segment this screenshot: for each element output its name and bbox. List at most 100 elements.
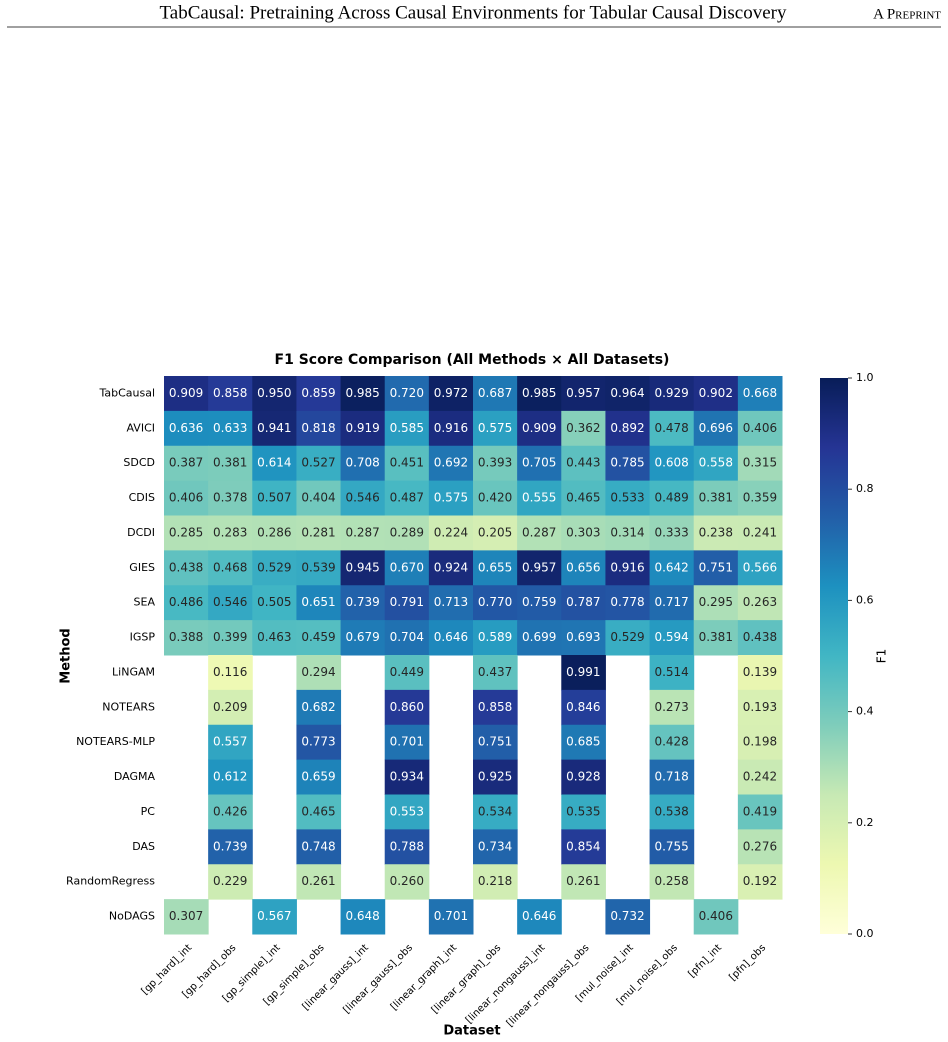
heatmap-cell bbox=[296, 864, 342, 900]
colorbar-tick-label: 0.2 bbox=[856, 816, 874, 829]
cell-label: 0.859 bbox=[301, 386, 335, 400]
cell-label: 0.791 bbox=[390, 595, 424, 609]
heatmap-cell bbox=[164, 550, 209, 586]
heatmap-cell bbox=[428, 899, 474, 935]
cell-label: 0.685 bbox=[566, 735, 600, 749]
cell-label: 0.505 bbox=[257, 595, 291, 609]
cell-label: 0.612 bbox=[213, 770, 247, 784]
cell-label: 0.705 bbox=[522, 456, 556, 470]
y-tick-label: IGSP bbox=[130, 631, 156, 644]
cell-label: 0.287 bbox=[345, 525, 379, 539]
cell-label: 0.486 bbox=[169, 595, 203, 609]
heatmap-cell bbox=[296, 620, 342, 656]
cell-label: 0.648 bbox=[345, 909, 379, 923]
heatmap-cell bbox=[208, 410, 253, 447]
heatmap-cell bbox=[252, 480, 297, 516]
cell-label: 0.594 bbox=[654, 630, 688, 644]
heatmap-cell bbox=[296, 759, 342, 795]
cell-label: 0.713 bbox=[434, 595, 468, 609]
heatmap-cell bbox=[737, 724, 783, 761]
colorbar bbox=[820, 378, 848, 934]
heatmap-cell bbox=[208, 829, 253, 865]
cell-label: 0.273 bbox=[654, 700, 688, 714]
heatmap-cell bbox=[340, 899, 386, 935]
cell-label: 0.646 bbox=[434, 630, 468, 644]
cell-label: 0.294 bbox=[301, 665, 335, 679]
cell-label: 0.860 bbox=[390, 700, 424, 714]
cell-label: 0.287 bbox=[522, 525, 556, 539]
heatmap-cell bbox=[517, 620, 562, 656]
heatmap-cell bbox=[737, 376, 783, 412]
heatmap-cell bbox=[561, 794, 606, 830]
y-tick-label: TabCausal bbox=[98, 386, 155, 399]
cell-label: 0.608 bbox=[654, 456, 688, 470]
heatmap-cell bbox=[605, 480, 651, 516]
heatmap-cell bbox=[693, 899, 739, 935]
cell-label: 0.575 bbox=[434, 491, 468, 505]
heatmap-cell bbox=[164, 445, 209, 482]
heatmap-cell bbox=[605, 376, 651, 412]
cell-label: 0.546 bbox=[213, 595, 247, 609]
y-tick-label: RandomRegress bbox=[66, 875, 155, 888]
heatmap-cell bbox=[340, 376, 386, 412]
y-tick-label: NOTEARS-MLP bbox=[76, 735, 155, 748]
cell-label: 0.553 bbox=[390, 804, 424, 818]
cell-label: 0.438 bbox=[743, 630, 777, 644]
heatmap-cell bbox=[252, 585, 297, 621]
cell-label: 0.260 bbox=[390, 874, 424, 888]
cell-label: 0.916 bbox=[610, 560, 644, 574]
cell-label: 0.489 bbox=[654, 491, 688, 505]
cell-label: 0.295 bbox=[699, 595, 733, 609]
cell-label: 0.314 bbox=[610, 525, 644, 539]
cell-label: 0.566 bbox=[743, 560, 777, 574]
cell-label: 0.818 bbox=[301, 421, 335, 435]
cell-label: 0.941 bbox=[257, 421, 291, 435]
heatmap-cell bbox=[649, 480, 695, 516]
cell-label: 0.406 bbox=[699, 909, 733, 923]
cell-label: 0.788 bbox=[390, 839, 424, 853]
heatmap-cell bbox=[737, 864, 783, 900]
heatmap-cell bbox=[649, 620, 695, 656]
heatmap-cell bbox=[340, 410, 386, 447]
cell-label: 0.420 bbox=[478, 491, 512, 505]
cell-label: 0.636 bbox=[169, 421, 203, 435]
cell-label: 0.985 bbox=[522, 386, 556, 400]
cell-label: 0.193 bbox=[743, 700, 777, 714]
heatmap-cell bbox=[561, 829, 606, 865]
cell-label: 0.751 bbox=[699, 560, 733, 574]
heatmap-cell bbox=[208, 794, 253, 830]
cell-label: 0.529 bbox=[257, 560, 291, 574]
cell-label: 0.957 bbox=[522, 560, 556, 574]
heatmap-cell bbox=[340, 515, 386, 551]
cell-label: 0.985 bbox=[345, 386, 379, 400]
cell-label: 0.687 bbox=[478, 386, 512, 400]
heatmap-cell bbox=[737, 550, 783, 586]
cell-label: 0.381 bbox=[213, 456, 247, 470]
cell-label: 0.717 bbox=[654, 595, 688, 609]
heatmap-cell bbox=[605, 550, 651, 586]
heatmap-cell bbox=[473, 724, 518, 761]
heatmap-cell bbox=[296, 655, 342, 691]
cell-label: 0.209 bbox=[213, 700, 247, 714]
heatmap-cell bbox=[164, 620, 209, 656]
heatmap-cell bbox=[561, 376, 606, 412]
cell-label: 0.242 bbox=[743, 770, 777, 784]
cell-label: 0.381 bbox=[699, 491, 733, 505]
heatmap-cell bbox=[605, 445, 651, 482]
cell-label: 0.387 bbox=[169, 456, 203, 470]
cell-label: 0.614 bbox=[257, 456, 291, 470]
cell-label: 0.759 bbox=[522, 595, 556, 609]
heatmap-cell bbox=[649, 515, 695, 551]
cell-label: 0.229 bbox=[213, 874, 247, 888]
cell-label: 0.192 bbox=[743, 874, 777, 888]
cell-label: 0.538 bbox=[654, 804, 688, 818]
heatmap-cell bbox=[340, 550, 386, 586]
colorbar-tick-label: 0.6 bbox=[856, 593, 874, 606]
heatmap-cell bbox=[561, 620, 606, 656]
heatmap-cell bbox=[517, 585, 562, 621]
cell-label: 0.224 bbox=[434, 525, 468, 539]
heatmap-cell bbox=[517, 550, 562, 586]
cell-label: 0.198 bbox=[743, 735, 777, 749]
cell-label: 0.535 bbox=[566, 804, 600, 818]
heatmap-cell bbox=[252, 445, 297, 482]
